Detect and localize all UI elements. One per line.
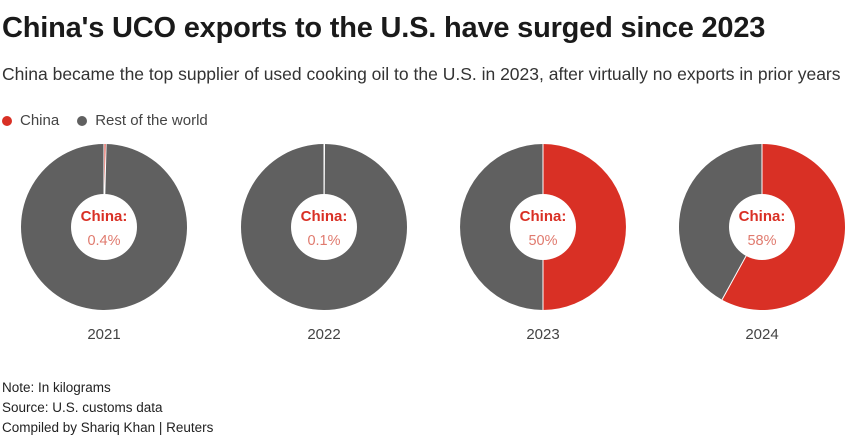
donut-hole [729, 194, 795, 260]
legend-swatch-china [2, 115, 12, 126]
slice-rest-2024 [679, 144, 762, 300]
chart-title: China's UCO exports to the U.S. have sur… [2, 12, 766, 44]
footer-note: Note: In kilograms [2, 380, 111, 395]
center-label: China: [520, 208, 567, 225]
center-label: China: [81, 208, 128, 225]
legend-label-rest: Rest of the world [95, 112, 208, 129]
donut-hole [291, 194, 357, 260]
footer-credit: Compiled by Shariq Khan | Reuters [2, 420, 214, 435]
legend-swatch-rest [77, 115, 88, 126]
legend-label-china: China [20, 112, 60, 129]
center-label: China: [301, 208, 348, 225]
legend-item-rest: Rest of the world [77, 112, 208, 129]
donut-hole [510, 194, 576, 260]
china-share-label: 58% [747, 233, 776, 249]
donut-2023: China: 50% 2023 [460, 144, 626, 343]
chart-subtitle: China became the top supplier of used co… [2, 64, 841, 84]
center-label: China: [739, 208, 786, 225]
donut-2024: China: 58% 2024 [679, 144, 846, 343]
slice-china-2023 [543, 144, 626, 310]
donut-2022: China: 0.1% 2022 [241, 143, 408, 343]
slice-rest-2023 [460, 144, 543, 310]
year-label: 2022 [307, 326, 340, 343]
china-share-label: 50% [528, 233, 557, 249]
year-label: 2024 [745, 326, 778, 343]
legend: China Rest of the world [2, 112, 226, 129]
donut-hole [71, 194, 137, 260]
legend-item-china: China [2, 112, 59, 129]
footer-source: Source: U.S. customs data [2, 400, 163, 415]
footer: Note: In kilograms Source: U.S. customs … [2, 378, 213, 438]
year-label: 2021 [87, 326, 120, 343]
donut-2021: China: 0.4% 2021 [21, 144, 188, 343]
china-share-label: 0.4% [87, 233, 120, 249]
donut-charts: China: 0.4% 2021 China: 0.1% 2022 China: 50% 202… [21, 143, 846, 343]
china-share-label: 0.1% [307, 233, 340, 249]
year-label: 2023 [526, 326, 559, 343]
